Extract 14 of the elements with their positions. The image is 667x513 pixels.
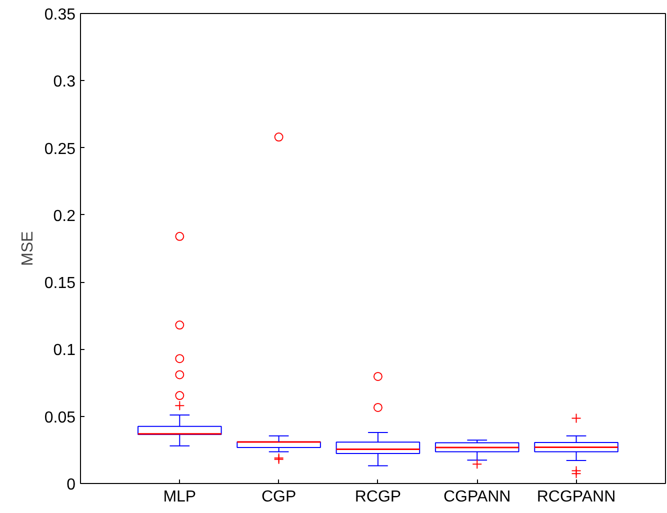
- y-axis-title: MSE: [19, 231, 36, 266]
- y-tick-label: 0.3: [53, 74, 76, 91]
- y-tick-label: 0: [66, 476, 76, 494]
- x-tick-label: CGP: [261, 488, 296, 506]
- x-tick-label: RCGP: [354, 488, 402, 506]
- x-tick-label: MLP: [163, 488, 196, 506]
- x-tick-label: CGPANN: [443, 488, 511, 506]
- y-tick-label: 0.1: [53, 342, 76, 360]
- x-tick-label: RCGPANN: [536, 488, 616, 506]
- y-tick-label: 0.25: [44, 140, 76, 158]
- y-tick-label: 0.35: [44, 6, 76, 24]
- y-tick-label: 0.2: [53, 208, 76, 225]
- y-tick-label: 0.15: [44, 275, 76, 292]
- y-tick-label: 0.05: [44, 409, 76, 426]
